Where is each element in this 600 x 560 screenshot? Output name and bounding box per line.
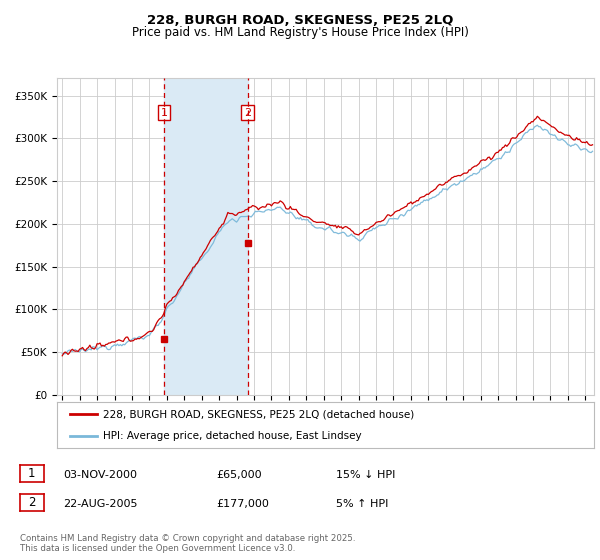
Text: 1: 1: [161, 108, 167, 118]
Text: 228, BURGH ROAD, SKEGNESS, PE25 2LQ (detached house): 228, BURGH ROAD, SKEGNESS, PE25 2LQ (det…: [103, 409, 414, 419]
Text: £177,000: £177,000: [216, 499, 269, 509]
Text: 2: 2: [28, 496, 35, 510]
Text: 5% ↑ HPI: 5% ↑ HPI: [336, 499, 388, 509]
Text: £65,000: £65,000: [216, 470, 262, 480]
Text: 1: 1: [28, 467, 35, 480]
Text: 22-AUG-2005: 22-AUG-2005: [63, 499, 137, 509]
Text: 03-NOV-2000: 03-NOV-2000: [63, 470, 137, 480]
Text: 15% ↓ HPI: 15% ↓ HPI: [336, 470, 395, 480]
Text: Price paid vs. HM Land Registry's House Price Index (HPI): Price paid vs. HM Land Registry's House …: [131, 26, 469, 39]
Bar: [164, 78, 248, 395]
Text: Contains HM Land Registry data © Crown copyright and database right 2025.
This d: Contains HM Land Registry data © Crown c…: [20, 534, 355, 553]
Text: 228, BURGH ROAD, SKEGNESS, PE25 2LQ: 228, BURGH ROAD, SKEGNESS, PE25 2LQ: [147, 14, 453, 27]
Text: HPI: Average price, detached house, East Lindsey: HPI: Average price, detached house, East…: [103, 431, 361, 441]
Text: 2: 2: [244, 108, 251, 118]
